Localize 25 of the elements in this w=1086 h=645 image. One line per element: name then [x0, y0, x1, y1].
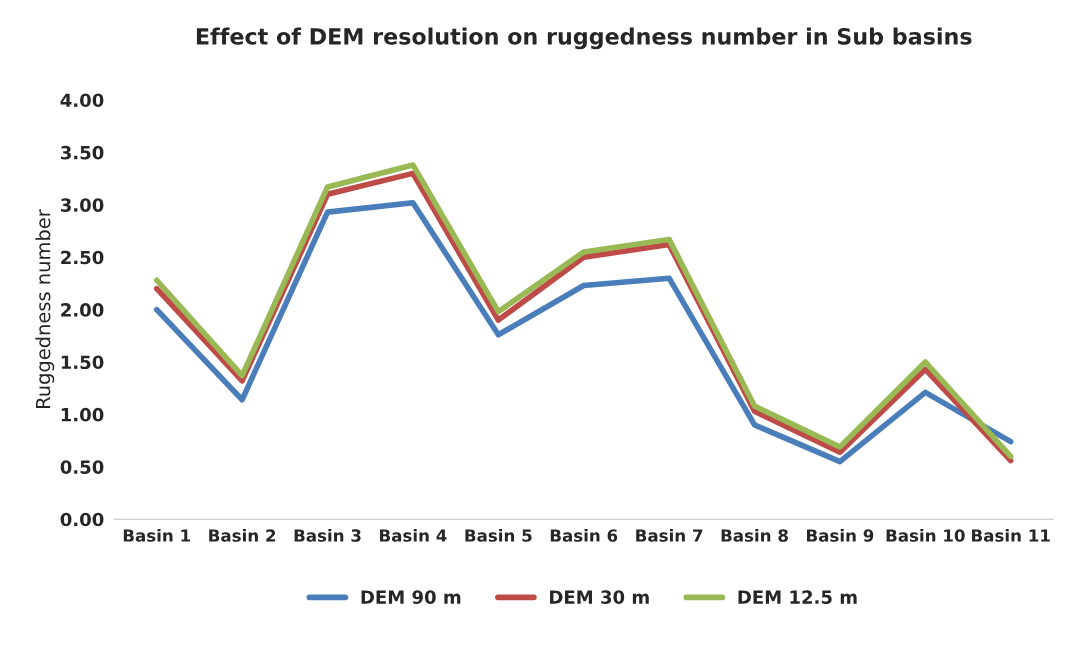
- y-tick-label: 3.50: [60, 145, 104, 160]
- x-tick-label: Basin 11: [972, 528, 1050, 542]
- chart-title: Effect of DEM resolution on ruggedness number in Sub basins: [196, 27, 972, 50]
- legend-label: DEM 30 m: [550, 590, 649, 604]
- legend-label: DEM 90 m: [361, 590, 461, 604]
- x-tick-label: Basin 2: [209, 528, 276, 542]
- y-tick-label: 2.50: [61, 250, 104, 265]
- x-tick-label: Basin 6: [550, 528, 618, 542]
- y-axis-title: Ruggedness number: [35, 209, 55, 408]
- y-tick-label: 4.00: [60, 93, 104, 108]
- y-tick-label: 1.50: [61, 355, 104, 370]
- x-tick-label: Basin 1: [123, 528, 191, 542]
- x-tick-label: Basin 3: [294, 528, 361, 542]
- y-tick-label: 2.00: [61, 303, 104, 317]
- y-tick-label: 0.50: [60, 460, 104, 474]
- y-tick-label: 0.00: [60, 512, 104, 527]
- x-tick-label: Basin 8: [721, 528, 788, 542]
- x-tick-label: Basin 10: [886, 528, 965, 542]
- x-tick-label: Basin 5: [465, 528, 532, 542]
- y-tick-label: 1.00: [61, 407, 104, 422]
- x-tick-label: Basin 4: [380, 528, 447, 542]
- legend-label: DEM 12.5 m: [738, 590, 857, 604]
- y-tick-label: 3.00: [60, 198, 104, 212]
- x-tick-label: Basin 9: [807, 528, 874, 542]
- x-tick-label: Basin 7: [636, 528, 703, 542]
